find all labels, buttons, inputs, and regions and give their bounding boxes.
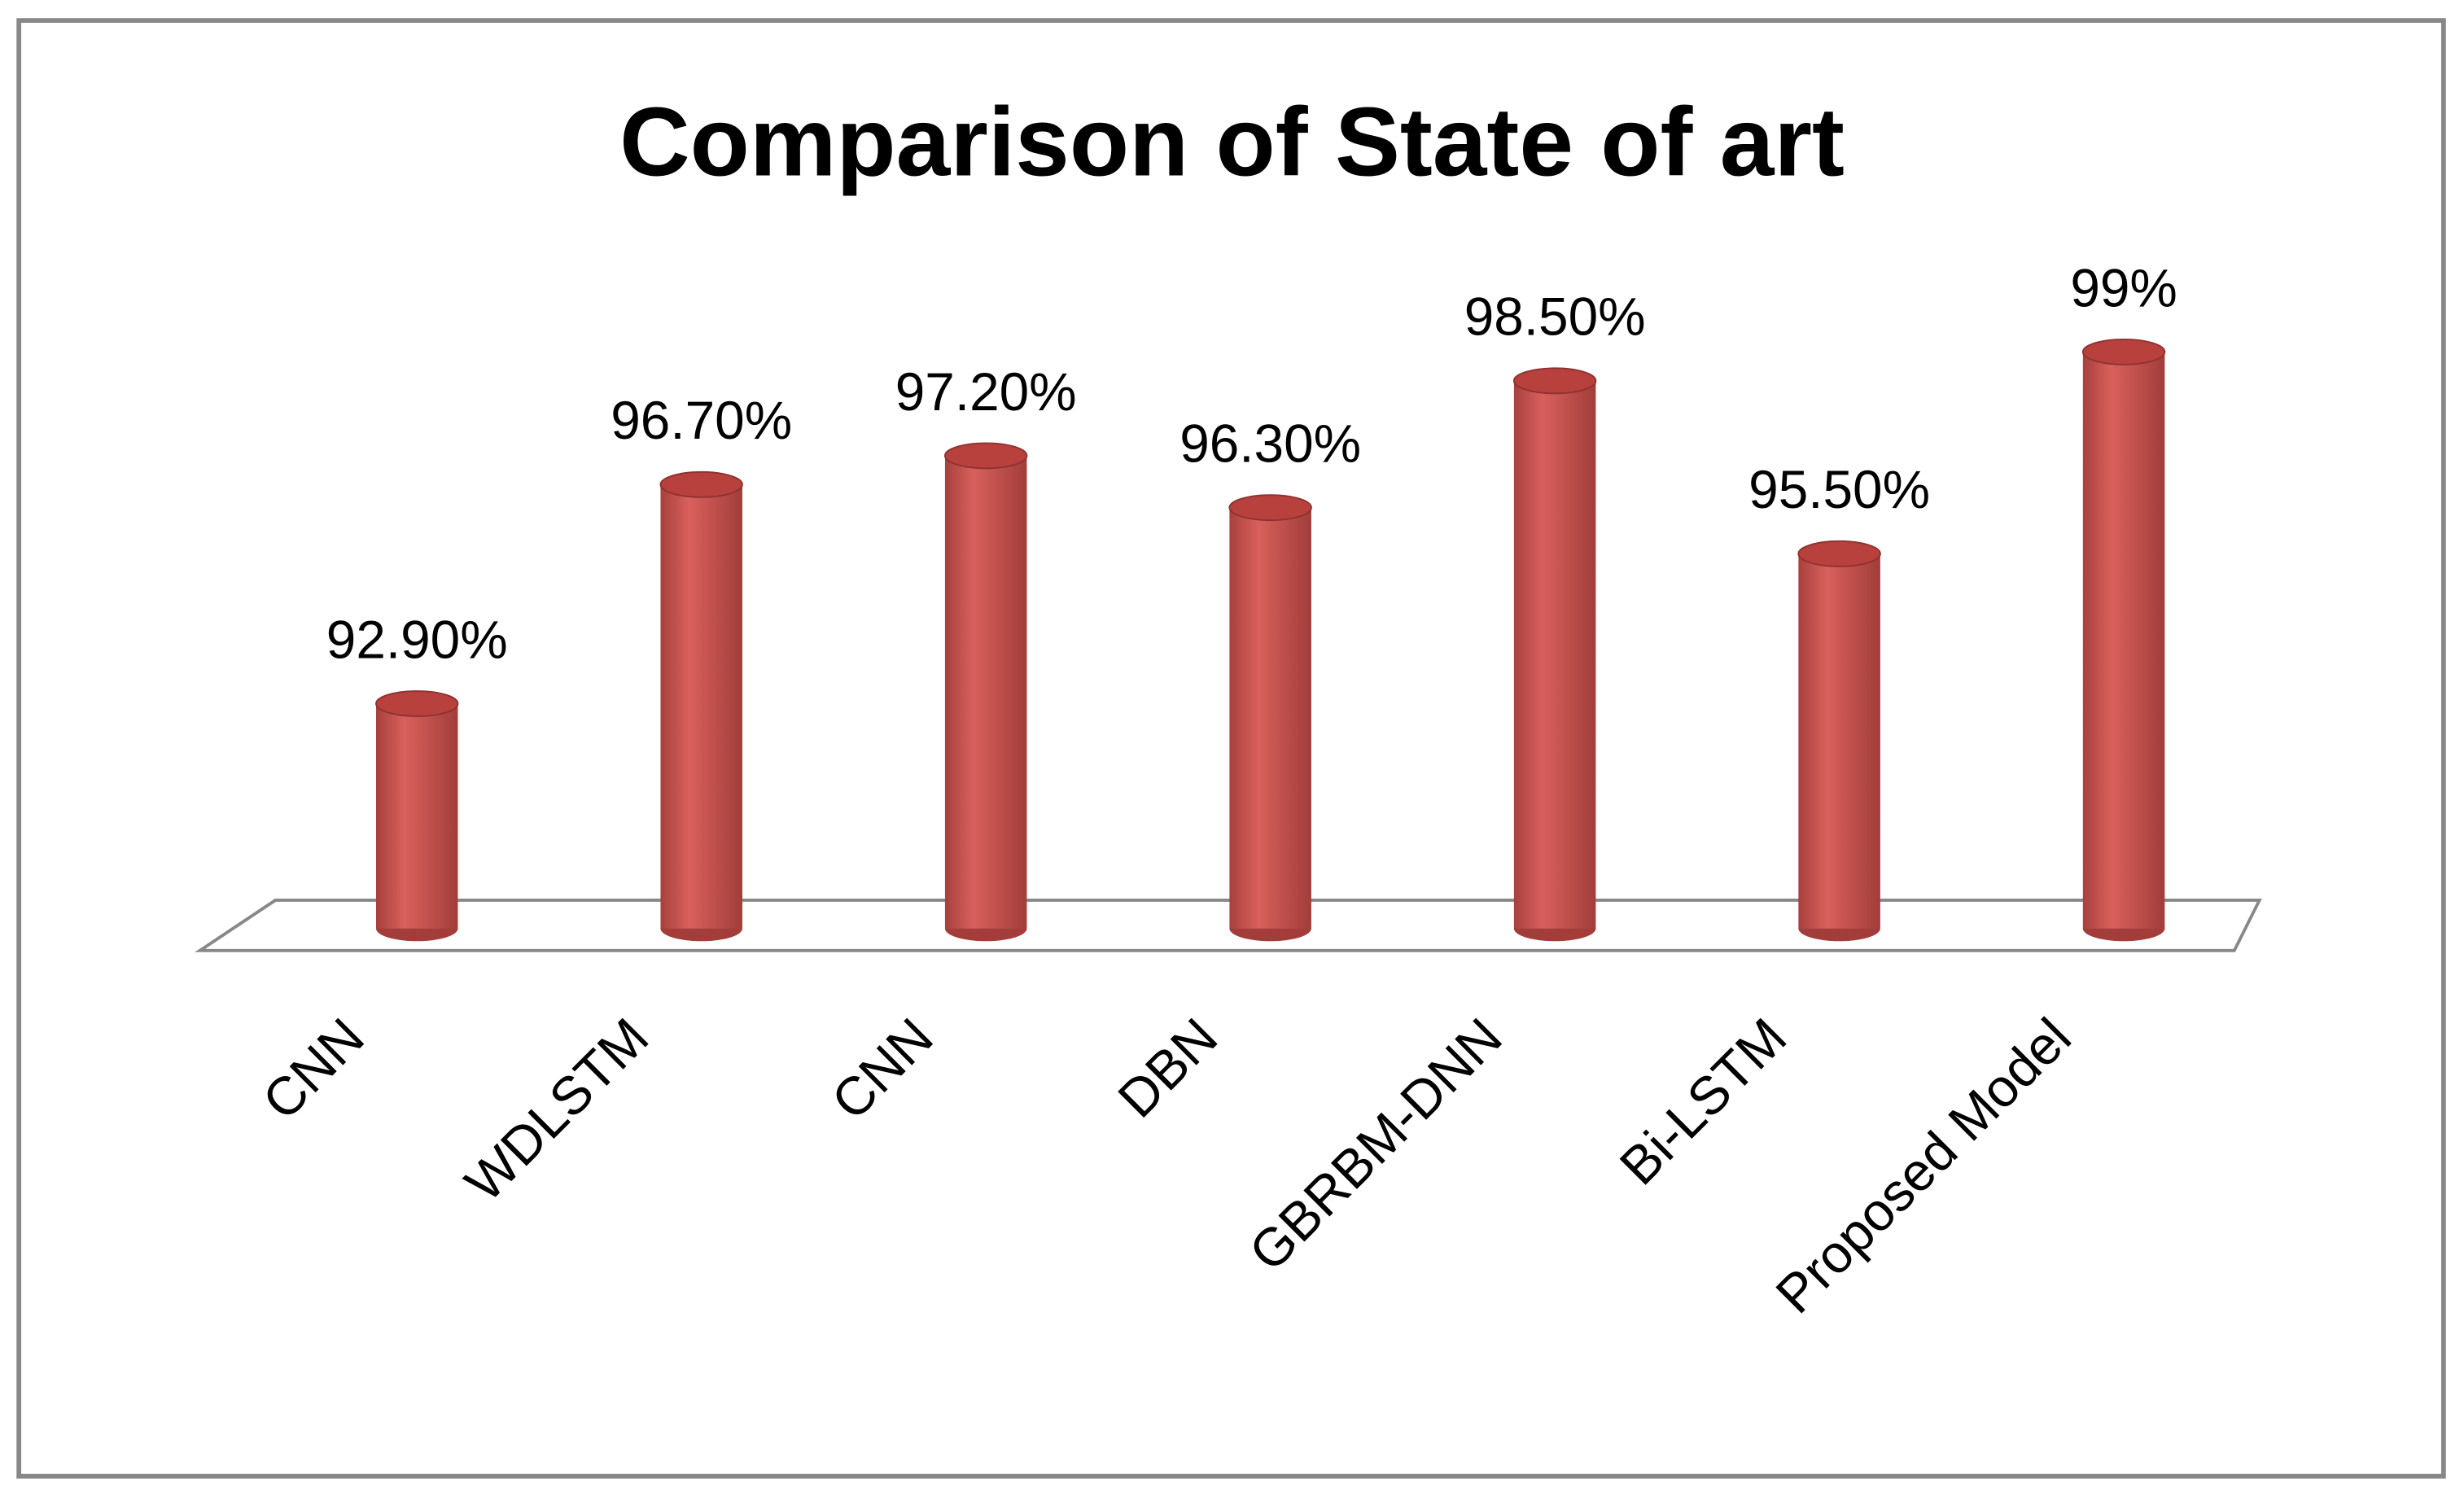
bar (375, 703, 458, 929)
bar-cap (375, 690, 459, 717)
value-label: 96.70% (611, 390, 792, 450)
value-label: 98.50% (1464, 287, 1646, 347)
plot-area: 92.90%CNN96.70%WDLSTM97.20%CNN96.30%DBN9… (251, 257, 2177, 1324)
value-label: 97.20% (895, 361, 1077, 422)
value-label: 99% (2070, 257, 2177, 317)
bar (944, 455, 1027, 929)
bar (1513, 380, 1596, 929)
bar-cap (2081, 338, 2166, 365)
chart-title: Comparison of State of art (619, 87, 1845, 196)
bar-cap (943, 442, 1028, 470)
bar-cap (1512, 367, 1597, 395)
bar (1798, 553, 1880, 929)
bar (2082, 352, 2165, 929)
bar-cap (1228, 494, 1312, 522)
value-label: 95.50% (1748, 459, 1930, 519)
bar (1229, 507, 1311, 929)
bar (660, 484, 742, 929)
value-label: 92.90% (326, 609, 508, 669)
bar-cap (659, 470, 743, 498)
bar-cap (1797, 540, 1881, 567)
value-label: 96.30% (1179, 413, 1361, 474)
